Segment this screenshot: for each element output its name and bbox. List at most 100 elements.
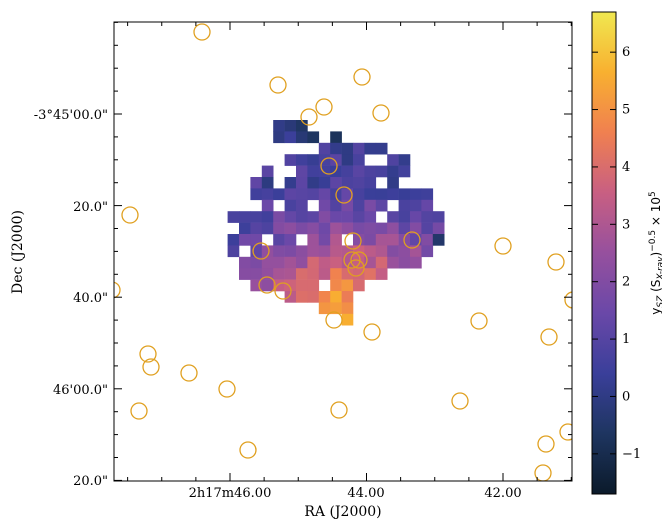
heatmap-pixel xyxy=(273,234,285,246)
x-axis-label: RA (J2000) xyxy=(304,504,381,520)
heatmap-pixel xyxy=(284,268,297,280)
y-tick-label-1: -3°45'00.0" xyxy=(34,108,108,123)
heatmap-pixel xyxy=(284,222,297,235)
heatmap-pixel xyxy=(261,177,274,189)
heatmap-pixel xyxy=(296,291,308,303)
heatmap-pixel xyxy=(318,142,331,155)
source-circle xyxy=(534,464,552,481)
heatmap-pixel xyxy=(250,234,263,246)
heatmap-pixel xyxy=(432,211,445,223)
heatmap-pixel xyxy=(318,245,331,258)
heatmap-pixel xyxy=(421,222,434,235)
heatmap-pixel xyxy=(410,245,422,258)
heatmap-pixel xyxy=(250,279,263,292)
heatmap-pixel xyxy=(375,165,388,178)
heatmap-pixel xyxy=(307,188,320,201)
heatmap-pixel xyxy=(364,256,377,269)
heatmap-pixel xyxy=(341,279,354,292)
heatmap-pixel xyxy=(250,256,263,269)
heatmap-pixel xyxy=(330,302,342,315)
heatmap-pixel xyxy=(341,177,354,189)
heatmap-pixel xyxy=(273,279,285,292)
heatmap-pixel xyxy=(375,234,388,246)
heatmap-pixel xyxy=(421,245,434,258)
heatmap-pixel xyxy=(239,268,251,280)
heatmap-pixel xyxy=(398,199,411,212)
source-circle xyxy=(372,104,390,122)
heatmap-pixel xyxy=(296,177,308,189)
heatmap-pixel xyxy=(330,291,342,303)
source-circle xyxy=(239,441,257,459)
source-circle xyxy=(403,231,421,249)
source-circle xyxy=(121,206,139,224)
heatmap-pixel xyxy=(307,291,320,303)
heatmap-pixel xyxy=(273,245,285,258)
heatmap-pixel xyxy=(261,211,274,223)
heatmap-pixel xyxy=(398,211,411,223)
heatmap-pixel xyxy=(307,165,320,178)
heatmap-pixel xyxy=(284,279,297,292)
source-circle xyxy=(114,281,121,299)
heatmap-pixel xyxy=(273,268,285,280)
heatmap-pixel xyxy=(250,268,263,280)
heatmap-pixel xyxy=(364,234,377,246)
heatmap-pixel xyxy=(330,211,342,223)
heatmap-pixel xyxy=(250,245,263,258)
heatmap-pixel xyxy=(318,211,331,223)
heatmap-pixel xyxy=(353,154,365,166)
heatmap-pixel xyxy=(296,199,308,212)
heatmap-pixel xyxy=(250,211,263,223)
heatmap-pixel xyxy=(261,199,274,212)
heatmap-pixel xyxy=(261,256,274,269)
source-circle xyxy=(274,282,292,300)
x-tick-label-2: 44.00 xyxy=(347,486,384,501)
heatmap-pixel xyxy=(353,165,365,178)
heatmap-pixel xyxy=(318,234,331,246)
heatmap-pixel xyxy=(421,211,434,223)
heatmap-pixel xyxy=(341,302,354,315)
heatmap-pixel xyxy=(341,142,354,155)
heatmap-pixel xyxy=(307,177,320,189)
heatmap-pixel xyxy=(284,245,297,258)
heatmap-pixel xyxy=(375,268,388,280)
heatmap-pixel xyxy=(261,165,274,178)
heatmap-pixel xyxy=(273,256,285,269)
colorbar-tick-label: 2 xyxy=(622,275,630,290)
heatmap-pixel xyxy=(273,120,285,132)
heatmap-pixel xyxy=(432,234,445,246)
colorbar xyxy=(591,11,617,495)
heatmap-pixel xyxy=(239,234,251,246)
source-circle xyxy=(350,251,368,269)
heatmap-pixel xyxy=(398,154,411,166)
source-circle xyxy=(363,323,381,341)
heatmap-pixel xyxy=(410,199,422,212)
heatmap-pixel xyxy=(296,245,308,258)
heatmap-pixel xyxy=(341,165,354,178)
heatmap-pixel xyxy=(387,222,399,235)
heatmap-pixel xyxy=(307,222,320,235)
heatmap-pixel xyxy=(273,222,285,235)
source-circle xyxy=(343,251,361,269)
heatmap-pixel xyxy=(353,245,365,258)
source-circle xyxy=(320,157,338,175)
heatmap-pixel xyxy=(250,188,263,201)
heatmap-pixel xyxy=(341,256,354,269)
source-circle xyxy=(564,291,572,309)
heatmap-pixel xyxy=(307,154,320,166)
heatmap-pixel xyxy=(296,211,308,223)
heatmap-pixel xyxy=(353,268,365,280)
heatmap-pixel xyxy=(387,256,399,269)
heatmap-pixel xyxy=(330,245,342,258)
heatmap-pixel xyxy=(284,188,297,201)
heatmap-pixel xyxy=(353,256,365,269)
heatmap-pixel xyxy=(284,120,297,132)
heatmap-pixel xyxy=(364,165,377,178)
heatmap-pixel xyxy=(410,188,422,201)
heatmap-pixel xyxy=(341,313,354,326)
heatmap-pixel xyxy=(341,188,354,201)
heatmap-pixel xyxy=(261,188,274,201)
heatmap-pixel xyxy=(398,188,411,201)
heatmap-pixel xyxy=(364,222,377,235)
heatmap-pixel xyxy=(341,268,354,280)
